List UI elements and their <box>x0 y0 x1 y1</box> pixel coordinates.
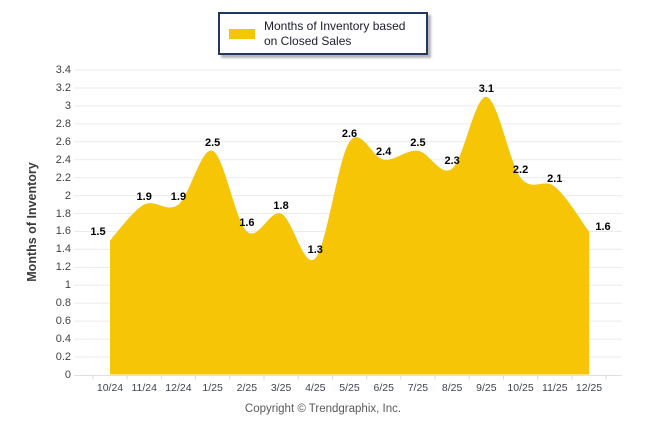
inventory-area <box>110 96 589 375</box>
copyright-text: Copyright © Trendgraphix, Inc. <box>244 403 402 415</box>
legend: Months of Inventory based on Closed Sale… <box>218 12 428 56</box>
legend-swatch <box>229 28 255 39</box>
legend-label: Months of Inventory based on Closed Sale… <box>264 19 406 48</box>
